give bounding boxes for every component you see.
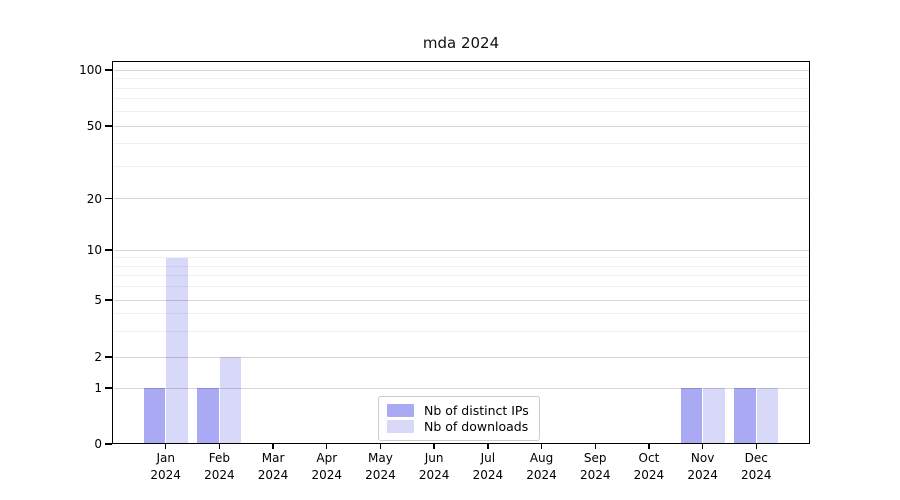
y-tick-mark-1 — [105, 387, 112, 389]
gridline-minor-3 — [114, 331, 809, 333]
y-tick-mark-20 — [105, 197, 112, 200]
gridline-major-5 — [114, 299, 809, 301]
gridline-major-50 — [114, 125, 809, 127]
y-tick-label-10: 10 — [86, 243, 102, 257]
gridline-minor-70 — [114, 98, 809, 100]
x-tick-label-9: Sep 2024 — [579, 451, 611, 482]
gridline-major-1 — [114, 387, 809, 389]
x-tick-mark-7 — [487, 444, 489, 449]
legend-item-distinct-ips: Nb of distinct IPs — [387, 402, 529, 418]
bar-distinct-ips-1 — [143, 388, 166, 444]
gridline-minor-90 — [114, 78, 809, 79]
y-tick-mark-0 — [105, 443, 112, 445]
chart-title: mda 2024 — [422, 34, 500, 52]
gridline-major-2 — [114, 356, 809, 358]
gridline-minor-7 — [114, 275, 809, 277]
bar-downloads-12 — [756, 388, 779, 444]
y-tick-label-50: 50 — [86, 119, 102, 133]
y-tick-label-5: 5 — [94, 293, 102, 307]
y-tick-label-20: 20 — [86, 191, 102, 206]
bar-distinct-ips-12 — [734, 388, 756, 444]
x-tick-mark-11 — [701, 444, 704, 449]
gridline-major-100 — [114, 69, 809, 71]
bar-distinct-ips-2 — [197, 388, 219, 444]
x-tick-label-1: Jan 2024 — [150, 451, 181, 482]
gridline-minor-30 — [114, 165, 809, 167]
x-tick-mark-1 — [164, 444, 167, 449]
x-tick-label-12: Dec 2024 — [741, 451, 772, 482]
gridline-minor-8 — [114, 265, 809, 267]
x-tick-mark-5 — [379, 444, 382, 449]
y-tick-mark-100 — [105, 69, 112, 71]
x-tick-mark-4 — [326, 444, 328, 449]
y-tick-label-1: 1 — [94, 381, 102, 395]
legend-swatch-distinct-ips — [387, 403, 414, 417]
gridline-major-10 — [114, 249, 809, 251]
y-tick-mark-5 — [105, 299, 112, 301]
y-tick-mark-50 — [105, 125, 112, 127]
x-tick-mark-9 — [594, 444, 596, 449]
x-tick-label-7: Jul 2024 — [472, 451, 504, 482]
gridline-minor-4 — [114, 313, 809, 315]
y-tick-label-100: 100 — [79, 63, 102, 77]
bar-downloads-11 — [703, 388, 725, 444]
gridline-minor-9 — [114, 257, 809, 259]
bar-distinct-ips-11 — [680, 388, 703, 444]
x-tick-mark-10 — [648, 444, 650, 449]
legend-label-downloads: Nb of downloads — [424, 418, 529, 434]
x-tick-mark-6 — [433, 444, 435, 449]
gridline-minor-6 — [114, 286, 809, 288]
x-tick-mark-8 — [540, 444, 543, 449]
gridline-minor-60 — [114, 110, 809, 112]
y-tick-mark-10 — [105, 249, 112, 251]
x-tick-label-3: Mar 2024 — [257, 451, 289, 482]
x-tick-label-11: Nov 2024 — [687, 451, 718, 482]
y-tick-label-0: 0 — [94, 437, 102, 451]
legend: Nb of distinct IPs Nb of downloads — [378, 396, 540, 441]
x-tick-mark-3 — [272, 444, 274, 449]
x-tick-label-2: Feb 2024 — [204, 451, 235, 482]
bar-downloads-1 — [166, 257, 188, 444]
bar-downloads-2 — [219, 357, 242, 444]
y-tick-mark-2 — [105, 356, 112, 358]
x-tick-mark-2 — [218, 444, 221, 449]
x-tick-label-8: Aug 2024 — [526, 451, 557, 482]
x-tick-label-10: Oct 2024 — [633, 451, 665, 482]
gridline-major-20 — [114, 198, 809, 199]
gridline-minor-40 — [114, 143, 809, 145]
legend-label-distinct-ips: Nb of distinct IPs — [424, 402, 529, 418]
gridline-minor-80 — [114, 87, 809, 89]
x-tick-label-6: Jun 2024 — [418, 451, 450, 482]
x-tick-mark-12 — [755, 444, 757, 449]
legend-item-downloads: Nb of downloads — [387, 418, 529, 434]
y-tick-label-2: 2 — [94, 350, 102, 364]
x-tick-label-4: Apr 2024 — [311, 451, 343, 482]
legend-swatch-downloads — [387, 419, 414, 433]
x-tick-label-5: May 2024 — [365, 451, 396, 482]
